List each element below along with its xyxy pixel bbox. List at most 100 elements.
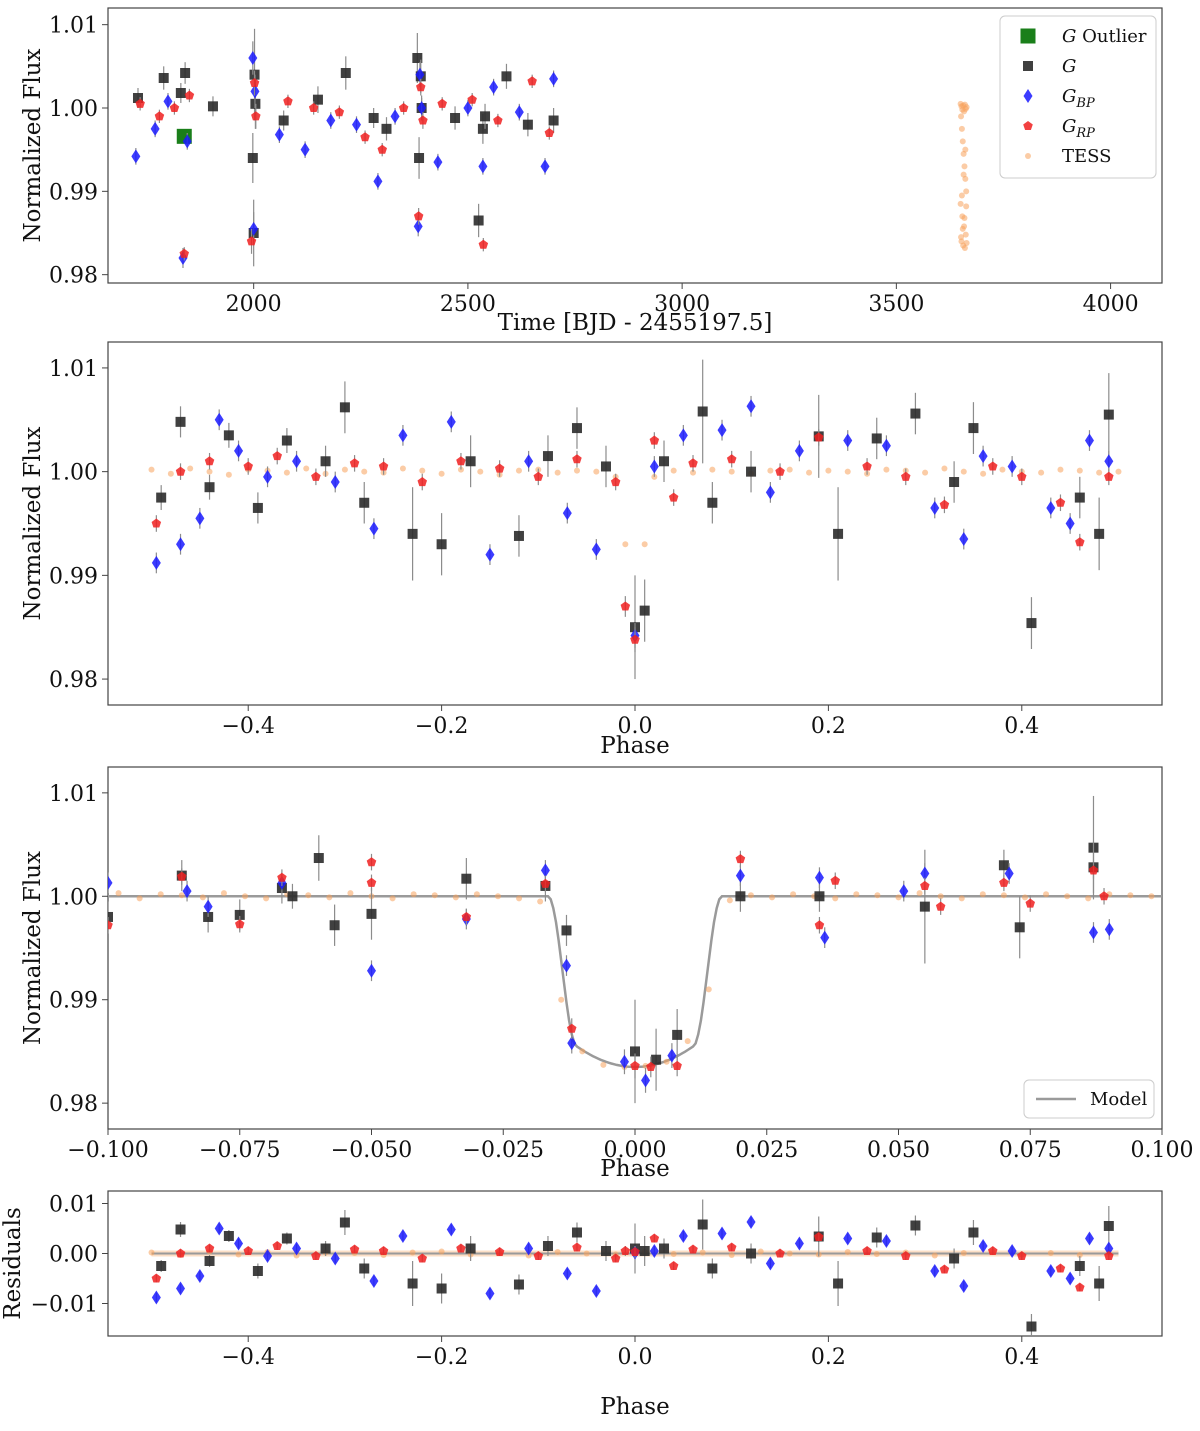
data-point-tess — [361, 468, 368, 475]
data-point-rp — [184, 90, 195, 100]
axes-frame — [107, 7, 1163, 284]
y-tick-label: 0.99 — [49, 564, 98, 589]
data-point-rp — [988, 461, 998, 471]
data-point-g — [548, 115, 559, 126]
data-point-g — [412, 53, 423, 63]
data-point-g — [1094, 1278, 1105, 1289]
data-point-g — [108, 911, 113, 922]
data-point-rp — [1075, 1282, 1085, 1292]
data-point-bp — [540, 159, 550, 174]
data-point-tess — [726, 897, 733, 904]
data-point-rp — [1025, 898, 1035, 908]
data-point-g — [697, 1219, 708, 1230]
data-point-rp — [175, 1248, 186, 1258]
data-point-tess — [419, 467, 426, 474]
data-point-bp — [735, 868, 745, 883]
legend-marker-bp — [1023, 89, 1033, 103]
data-point-bp — [820, 930, 830, 945]
data-point-rp — [334, 107, 345, 117]
data-point-g — [814, 891, 825, 902]
series-rp — [151, 429, 1114, 653]
data-point-rp — [726, 454, 737, 464]
data-point-g — [833, 528, 844, 539]
data-point-tess — [767, 467, 774, 474]
data-point-rp — [544, 128, 555, 137]
data-point-bp — [1065, 1271, 1075, 1286]
data-point-bp — [843, 433, 853, 448]
data-point-rp — [1088, 865, 1099, 875]
data-point-g — [630, 1046, 640, 1057]
data-point-bp — [562, 1266, 572, 1281]
series-tess — [957, 100, 970, 251]
data-point-tess — [347, 890, 354, 897]
data-point-g — [600, 461, 611, 472]
legend-label-g_outlier: G Outlier — [1062, 26, 1147, 47]
data-point-g — [600, 1246, 611, 1256]
data-point-tess — [409, 1249, 416, 1256]
panel-phase-folded: −0.4 −0.2 0.0 0.2 0.4 0.98 0.99 1.00 1.01 Phase No… — [20, 341, 1163, 759]
data-point-g — [278, 115, 289, 126]
data-point-tess — [389, 895, 396, 902]
data-point-tess — [790, 891, 797, 898]
data-point-g — [339, 402, 350, 413]
data-point-tess — [187, 465, 194, 472]
series-g — [132, 28, 559, 267]
data-point-bp — [413, 219, 423, 234]
data-point-rp — [1099, 891, 1109, 901]
data-point-bp — [108, 875, 113, 890]
data-point-tess — [438, 1248, 445, 1255]
data-point-bp — [619, 1054, 629, 1069]
data-point-tess — [844, 1249, 851, 1255]
data-point-rp — [151, 518, 162, 528]
data-point-bp — [1084, 433, 1094, 448]
data-point-tess — [959, 138, 966, 145]
data-point-tess — [1076, 467, 1083, 474]
data-point-g — [639, 1246, 650, 1256]
data-point-rp — [377, 144, 387, 154]
data-point-g — [175, 88, 186, 98]
data-point-rp — [775, 1248, 785, 1258]
data-point-bp — [248, 51, 258, 65]
y-tick-label: 1.00 — [49, 885, 98, 910]
data-point-tess — [962, 146, 969, 153]
y-tick-label: 1.01 — [49, 14, 98, 39]
data-point-bp — [1065, 516, 1075, 531]
data-point-rp — [672, 1060, 682, 1070]
data-point-g — [313, 853, 324, 864]
data-point-rp — [272, 1241, 282, 1250]
data-point-bp — [274, 127, 284, 142]
data-point-tess — [1096, 469, 1103, 476]
data-point-g — [659, 1243, 670, 1254]
data-point-rp — [814, 1232, 824, 1241]
data-point-rp — [649, 435, 660, 445]
data-point-g — [175, 1224, 186, 1235]
data-point-g — [132, 93, 143, 103]
data-point-bp — [263, 469, 273, 484]
series-rp — [108, 850, 1109, 1079]
data-point-g — [659, 456, 670, 467]
x-tick-label: 0.4 — [1004, 714, 1039, 739]
data-point-tess — [1043, 891, 1050, 898]
data-point-tess — [220, 890, 227, 897]
data-point-tess — [494, 893, 501, 900]
data-point-g — [746, 466, 757, 477]
data-point-rp — [272, 451, 282, 461]
data-point-bp — [150, 121, 160, 136]
data-point-tess — [728, 1252, 735, 1258]
data-point-bp — [163, 94, 173, 109]
data-point-g — [501, 71, 512, 82]
data-point-g — [158, 73, 169, 83]
data-point-g — [175, 416, 186, 427]
data-point-bp — [678, 428, 688, 443]
data-point-bp — [678, 1229, 688, 1243]
data-point-g — [223, 1231, 234, 1241]
data-point-rp — [610, 477, 621, 487]
data-point-tess — [148, 466, 155, 473]
data-point-bp — [567, 1036, 577, 1051]
data-point-tess — [225, 471, 232, 478]
data-point-rp — [988, 1246, 998, 1255]
x-tick-label: 3000 — [654, 292, 710, 317]
data-point-rp — [920, 880, 930, 890]
data-point-g — [329, 920, 340, 931]
plot-area — [148, 359, 1122, 680]
